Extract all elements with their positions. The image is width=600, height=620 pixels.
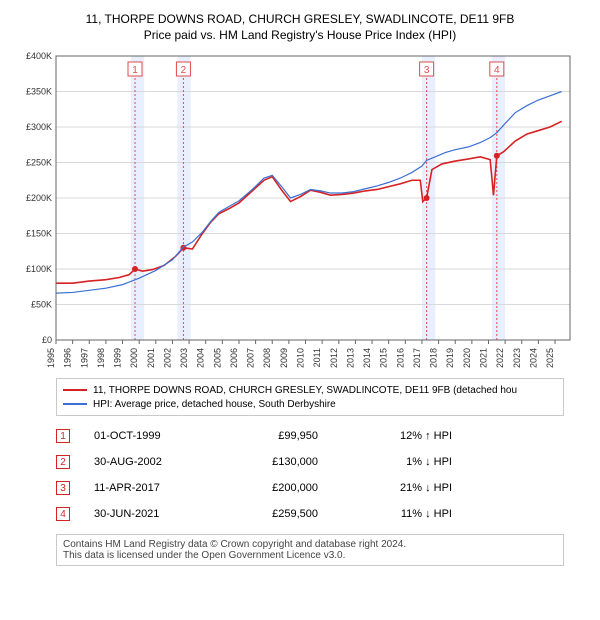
footer-licence: This data is licensed under the Open Gov… — [63, 550, 557, 561]
svg-text:£300K: £300K — [26, 122, 52, 132]
svg-text:2000: 2000 — [129, 348, 139, 368]
svg-text:£150K: £150K — [26, 229, 52, 239]
svg-text:2016: 2016 — [395, 348, 405, 368]
svg-text:2011: 2011 — [312, 348, 322, 367]
svg-text:£400K: £400K — [26, 51, 52, 61]
svg-text:1997: 1997 — [79, 348, 89, 368]
svg-text:2005: 2005 — [212, 348, 222, 368]
svg-text:2001: 2001 — [146, 348, 156, 368]
svg-text:£350K: £350K — [26, 87, 52, 97]
transaction-date: 30-JUN-2021 — [94, 508, 204, 520]
svg-text:2024: 2024 — [528, 348, 538, 368]
transaction-delta: 12% ↑ HPI — [342, 430, 452, 442]
svg-text:2010: 2010 — [296, 348, 306, 368]
transaction-marker: 2 — [56, 455, 70, 469]
legend-box: 11, THORPE DOWNS ROAD, CHURCH GRESLEY, S… — [56, 378, 564, 416]
legend-label: HPI: Average price, detached house, Sout… — [93, 399, 336, 410]
transaction-row: 1 01-OCT-1999 £99,950 12% ↑ HPI — [56, 426, 564, 446]
svg-text:2018: 2018 — [429, 348, 439, 368]
svg-text:1996: 1996 — [63, 348, 73, 368]
svg-text:2002: 2002 — [162, 348, 172, 368]
svg-text:£50K: £50K — [31, 300, 52, 310]
svg-text:£0: £0 — [42, 335, 52, 345]
svg-text:1995: 1995 — [46, 348, 56, 368]
transaction-row: 2 30-AUG-2002 £130,000 1% ↓ HPI — [56, 452, 564, 472]
svg-text:2006: 2006 — [229, 348, 239, 368]
svg-text:2023: 2023 — [512, 348, 522, 368]
svg-text:4: 4 — [494, 65, 500, 76]
svg-text:2009: 2009 — [279, 348, 289, 368]
svg-text:2022: 2022 — [495, 348, 505, 368]
svg-text:2021: 2021 — [478, 348, 488, 368]
chart-container: £0 £50K £100K £150K £200K £250K £300K £350K £400… — [12, 50, 588, 370]
transaction-marker: 3 — [56, 481, 70, 495]
svg-text:2012: 2012 — [329, 348, 339, 368]
svg-text:2008: 2008 — [262, 348, 272, 368]
transaction-row: 4 30-JUN-2021 £259,500 11% ↓ HPI — [56, 504, 564, 524]
price-chart: £0 £50K £100K £150K £200K £250K £300K £350K £400… — [12, 50, 588, 370]
svg-text:2015: 2015 — [379, 348, 389, 368]
svg-text:2017: 2017 — [412, 348, 422, 368]
transaction-date: 30-AUG-2002 — [94, 456, 204, 468]
transaction-marker: 4 — [56, 507, 70, 521]
footer-copyright: Contains HM Land Registry data © Crown c… — [63, 539, 557, 550]
transaction-price: £200,000 — [228, 482, 318, 494]
legend-swatch — [63, 403, 87, 405]
svg-text:1999: 1999 — [113, 348, 123, 368]
svg-text:2004: 2004 — [196, 348, 206, 368]
svg-text:1: 1 — [132, 65, 138, 76]
footer-box: Contains HM Land Registry data © Crown c… — [56, 534, 564, 566]
svg-text:£100K: £100K — [26, 264, 52, 274]
chart-title: 11, THORPE DOWNS ROAD, CHURCH GRESLEY, S… — [12, 12, 588, 26]
svg-text:3: 3 — [424, 65, 430, 76]
legend-item: 11, THORPE DOWNS ROAD, CHURCH GRESLEY, S… — [63, 383, 557, 397]
transaction-row: 3 11-APR-2017 £200,000 21% ↓ HPI — [56, 478, 564, 498]
transaction-marker: 1 — [56, 429, 70, 443]
transaction-date: 01-OCT-1999 — [94, 430, 204, 442]
transaction-delta: 11% ↓ HPI — [342, 508, 452, 520]
svg-text:2019: 2019 — [445, 348, 455, 368]
svg-text:2025: 2025 — [545, 348, 555, 368]
transaction-price: £99,950 — [228, 430, 318, 442]
transaction-delta: 1% ↓ HPI — [342, 456, 452, 468]
legend-swatch — [63, 389, 87, 391]
chart-subtitle: Price paid vs. HM Land Registry's House … — [12, 28, 588, 42]
transaction-price: £259,500 — [228, 508, 318, 520]
svg-text:2020: 2020 — [462, 348, 472, 368]
legend-label: 11, THORPE DOWNS ROAD, CHURCH GRESLEY, S… — [93, 385, 517, 396]
svg-text:2003: 2003 — [179, 348, 189, 368]
svg-text:2014: 2014 — [362, 348, 372, 368]
transaction-date: 11-APR-2017 — [94, 482, 204, 494]
svg-text:2007: 2007 — [246, 348, 256, 368]
transaction-delta: 21% ↓ HPI — [342, 482, 452, 494]
svg-text:2013: 2013 — [345, 348, 355, 368]
svg-text:1998: 1998 — [96, 348, 106, 368]
svg-text:2: 2 — [181, 65, 187, 76]
svg-text:£250K: £250K — [26, 158, 52, 168]
legend-item: HPI: Average price, detached house, Sout… — [63, 397, 557, 411]
transactions-table: 1 01-OCT-1999 £99,950 12% ↑ HPI 2 30-AUG-2002… — [56, 426, 564, 524]
transaction-price: £130,000 — [228, 456, 318, 468]
svg-text:£200K: £200K — [26, 193, 52, 203]
